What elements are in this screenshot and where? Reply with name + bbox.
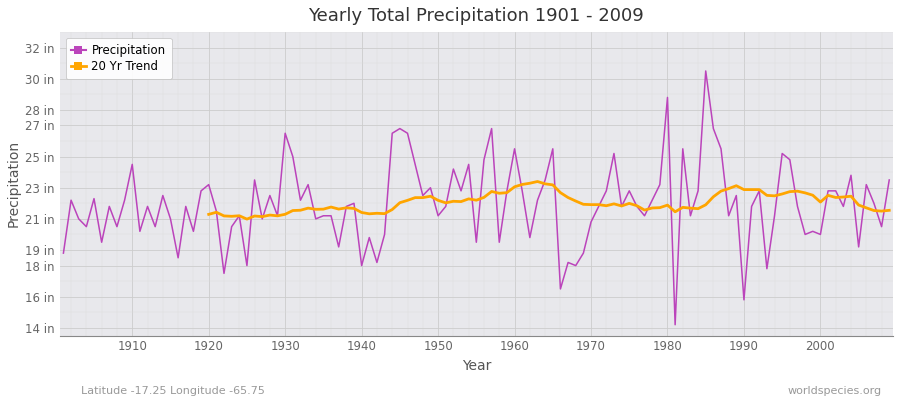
Title: Yearly Total Precipitation 1901 - 2009: Yearly Total Precipitation 1901 - 2009: [309, 7, 644, 25]
Text: Latitude -17.25 Longitude -65.75: Latitude -17.25 Longitude -65.75: [81, 386, 265, 396]
X-axis label: Year: Year: [462, 359, 491, 373]
Y-axis label: Precipitation: Precipitation: [7, 140, 21, 228]
Text: worldspecies.org: worldspecies.org: [788, 386, 882, 396]
Legend: Precipitation, 20 Yr Trend: Precipitation, 20 Yr Trend: [66, 38, 172, 79]
